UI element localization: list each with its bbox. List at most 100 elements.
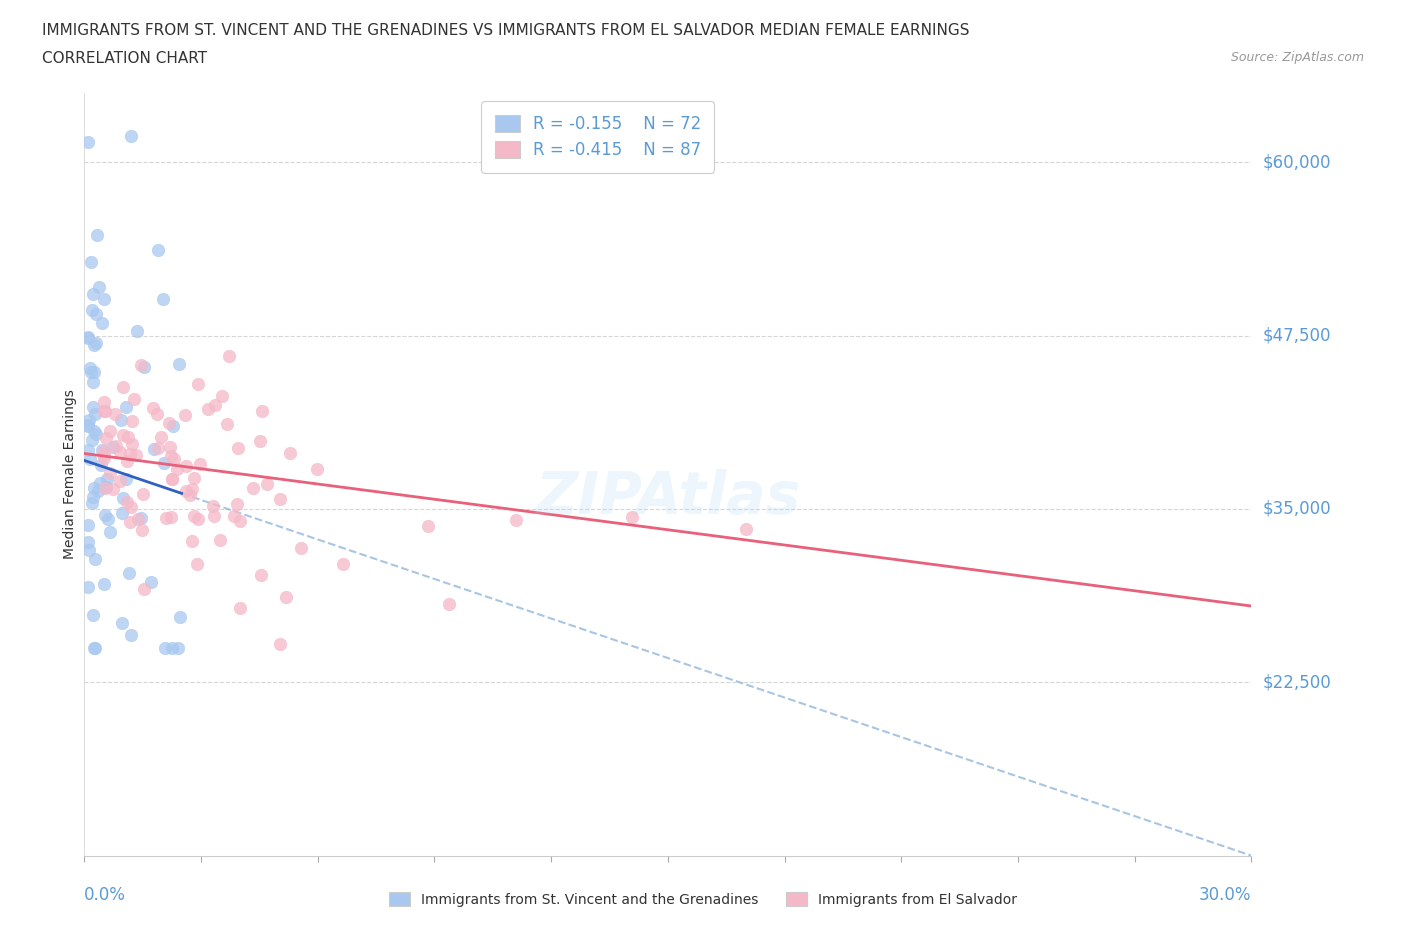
Point	[153, 640, 176, 655]
Point	[94, 404, 117, 418]
Point	[121, 436, 143, 451]
Point	[120, 128, 142, 143]
Point	[82, 489, 104, 504]
Point	[80, 255, 103, 270]
Text: IMMIGRANTS FROM ST. VINCENT AND THE GRENADINES VS IMMIGRANTS FROM EL SALVADOR ME: IMMIGRANTS FROM ST. VINCENT AND THE GREN…	[42, 23, 970, 38]
Text: $47,500: $47,500	[1263, 326, 1331, 345]
Point	[160, 448, 183, 463]
Point	[157, 416, 180, 431]
Text: 30.0%: 30.0%	[1199, 886, 1251, 904]
Point	[148, 440, 170, 455]
Point	[82, 375, 104, 390]
Point	[124, 448, 146, 463]
Point	[139, 574, 162, 589]
Point	[211, 389, 233, 404]
Point	[222, 509, 245, 524]
Point	[96, 472, 118, 486]
Point	[111, 506, 134, 521]
Point	[132, 581, 155, 596]
Point	[83, 640, 105, 655]
Point	[93, 450, 115, 465]
Point	[132, 486, 155, 501]
Point	[120, 446, 142, 461]
Point	[132, 360, 155, 375]
Point	[77, 579, 100, 594]
Point	[202, 498, 225, 513]
Point	[155, 511, 177, 525]
Point	[131, 523, 153, 538]
Point	[91, 443, 114, 458]
Point	[80, 302, 103, 317]
Point	[176, 484, 198, 498]
Point	[110, 413, 132, 428]
Point	[111, 379, 134, 394]
Point	[153, 456, 176, 471]
Point	[93, 394, 115, 409]
Point	[125, 324, 148, 339]
Point	[162, 451, 184, 466]
Point	[256, 476, 278, 491]
Point	[93, 291, 115, 306]
Point	[150, 430, 173, 445]
Point	[83, 338, 105, 352]
Point	[129, 511, 152, 525]
Point	[80, 432, 103, 447]
Point	[242, 481, 264, 496]
Point	[142, 442, 165, 457]
Point	[80, 496, 103, 511]
Point	[162, 418, 184, 433]
Point	[83, 481, 105, 496]
Point	[84, 306, 107, 321]
Point	[183, 508, 205, 523]
Point	[77, 535, 100, 550]
Point	[101, 440, 124, 455]
Point	[167, 356, 190, 371]
Point	[98, 423, 121, 438]
Point	[250, 567, 273, 582]
Point	[79, 361, 101, 376]
Point	[162, 472, 184, 486]
Point	[93, 481, 115, 496]
Point	[166, 462, 188, 477]
Point	[127, 512, 149, 526]
Point	[735, 522, 758, 537]
Point	[82, 607, 104, 622]
Point	[183, 471, 205, 485]
Point	[103, 482, 125, 497]
Point	[112, 428, 135, 443]
Point	[416, 518, 439, 533]
Point	[77, 518, 100, 533]
Point	[118, 514, 141, 529]
Legend: R = -0.155    N = 72, R = -0.415    N = 87: R = -0.155 N = 72, R = -0.415 N = 87	[481, 101, 714, 173]
Point	[146, 242, 169, 257]
Point	[93, 447, 115, 462]
Point	[94, 431, 117, 445]
Point	[146, 406, 169, 421]
Point	[269, 636, 291, 651]
Point	[79, 452, 101, 467]
Point	[79, 412, 101, 427]
Point	[104, 406, 127, 421]
Point	[121, 414, 143, 429]
Point	[105, 439, 128, 454]
Point	[179, 487, 201, 502]
Point	[115, 472, 138, 486]
Point	[83, 365, 105, 379]
Point	[229, 600, 252, 615]
Point	[77, 543, 100, 558]
Point	[112, 490, 135, 505]
Point	[94, 508, 117, 523]
Text: $60,000: $60,000	[1263, 153, 1331, 171]
Point	[174, 407, 197, 422]
Point	[225, 497, 247, 512]
Point	[87, 280, 110, 295]
Point	[94, 480, 117, 495]
Point	[437, 597, 460, 612]
Point	[621, 510, 644, 525]
Point	[115, 454, 138, 469]
Point	[108, 473, 131, 488]
Point	[120, 628, 142, 643]
Point	[93, 404, 115, 418]
Point	[98, 525, 121, 539]
Point	[80, 365, 103, 379]
